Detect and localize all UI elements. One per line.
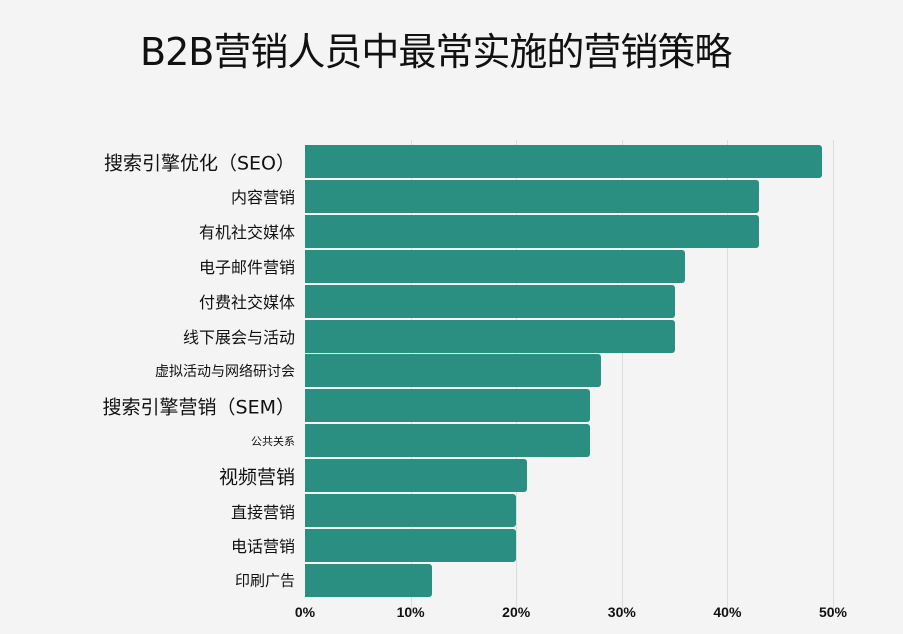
bar: [305, 354, 601, 388]
bar: [305, 179, 760, 213]
x-tick-label: 40%: [713, 604, 742, 620]
category-label: 线下展会与活动: [182, 328, 295, 347]
category-label: 视频营销: [218, 466, 295, 489]
chart-title: B2B营销人员中最常实施的营销策略: [140, 30, 732, 74]
category-label: 搜索引擎优化（SEO）: [103, 152, 295, 174]
gridline: [621, 140, 623, 610]
category-label: 印刷广告: [234, 571, 295, 590]
bar: [305, 424, 591, 458]
bar: [305, 145, 823, 178]
bar: [305, 459, 527, 493]
plot-area: [305, 140, 865, 610]
bar: [305, 563, 432, 597]
x-tick-label: 20%: [502, 604, 531, 620]
category-label: 虚拟活动与网络研讨会: [155, 363, 295, 380]
category-label: 电子邮件营销: [198, 258, 295, 278]
category-label: 付费社交媒体: [198, 293, 295, 313]
category-label: 搜索引擎营销（SEM）: [102, 396, 295, 419]
bar: [305, 319, 675, 353]
category-label: 内容营销: [230, 188, 295, 208]
x-tick-label: 0%: [294, 604, 316, 620]
x-tick-label: 50%: [818, 604, 848, 620]
category-label: 公共关系: [251, 434, 295, 448]
x-tick-label: 30%: [607, 604, 636, 620]
bar: [305, 249, 686, 283]
bar: [305, 389, 591, 423]
gridline: [833, 140, 834, 610]
category-label: 有机社交媒体: [198, 223, 295, 243]
bar: [305, 214, 760, 248]
x-tick-label: 10%: [396, 604, 425, 620]
bar: [305, 284, 675, 318]
category-label: 直接营销: [230, 502, 295, 522]
bar: [305, 528, 517, 562]
gridline: [727, 140, 729, 610]
category-label: 电话营销: [230, 537, 295, 557]
bar: [305, 494, 517, 527]
